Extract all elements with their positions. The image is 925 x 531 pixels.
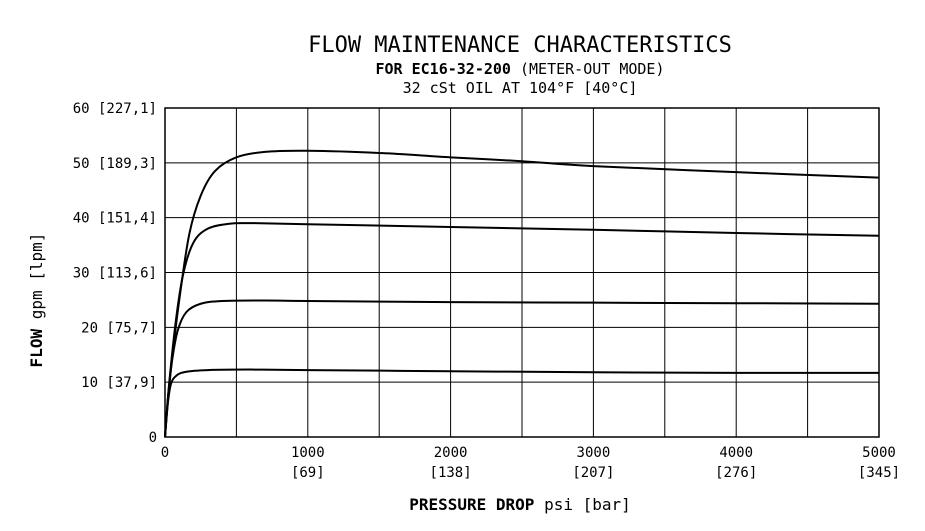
y-tick-label: 0 bbox=[149, 430, 157, 446]
subtitle-mode: (METER-OUT MODE) bbox=[520, 60, 665, 78]
y-tick-label: 30 [113,6] bbox=[73, 266, 157, 282]
x-axis-label-unit: psi [bar] bbox=[544, 495, 631, 514]
x-tick-sublabel: [276] bbox=[715, 465, 757, 481]
y-tick-label: 40 [151,4] bbox=[73, 211, 157, 227]
x-tick-label: 4000 bbox=[719, 445, 753, 461]
grid-lines bbox=[165, 108, 879, 437]
y-tick-label: 20 [75,7] bbox=[81, 320, 157, 336]
x-tick-label: 2000 bbox=[434, 445, 468, 461]
y-axis-label-unit: gpm [lpm] bbox=[27, 233, 46, 320]
series-curve-4 bbox=[164, 149, 880, 438]
x-tick-label: 3000 bbox=[577, 445, 611, 461]
chart-title: FLOW MAINTENANCE CHARACTERISTICS bbox=[308, 33, 732, 58]
plot-frame bbox=[164, 107, 880, 438]
chart-condition: 32 cSt OIL AT 104°F [40°C] bbox=[403, 79, 638, 97]
y-tick-label: 10 [37,9] bbox=[81, 375, 157, 391]
x-tick-sublabel: [345] bbox=[858, 465, 900, 481]
y-tick-label: 60 [227,1] bbox=[73, 101, 157, 117]
x-tick-sublabel: [207] bbox=[572, 465, 614, 481]
chart-subtitle: FOR EC16-32-200 (METER-OUT MODE) bbox=[376, 60, 665, 78]
x-tick-label: 1000 bbox=[291, 445, 325, 461]
x-axis-label-main: PRESSURE DROP bbox=[409, 495, 534, 514]
x-tick-label: 0 bbox=[161, 445, 169, 461]
series-curve-1 bbox=[164, 368, 880, 438]
x-tick-sublabel: [138] bbox=[430, 465, 472, 481]
x-axis-label: PRESSURE DROP psi [bar] bbox=[409, 495, 631, 514]
curves-group bbox=[164, 149, 880, 438]
y-axis-label: FLOW gpm [lpm] bbox=[27, 233, 46, 368]
subtitle-model: FOR EC16-32-200 bbox=[376, 60, 511, 78]
x-tick-label: 5000 bbox=[862, 445, 896, 461]
x-tick-sublabel: [69] bbox=[291, 465, 325, 481]
y-tick-label: 50 [189,3] bbox=[73, 156, 157, 172]
tick-labels: 0 10 [37,9] 20 [75,7] 30 [113,6] 40 [151,4] 5… bbox=[73, 101, 900, 481]
y-axis-label-main: FLOW bbox=[27, 329, 46, 368]
